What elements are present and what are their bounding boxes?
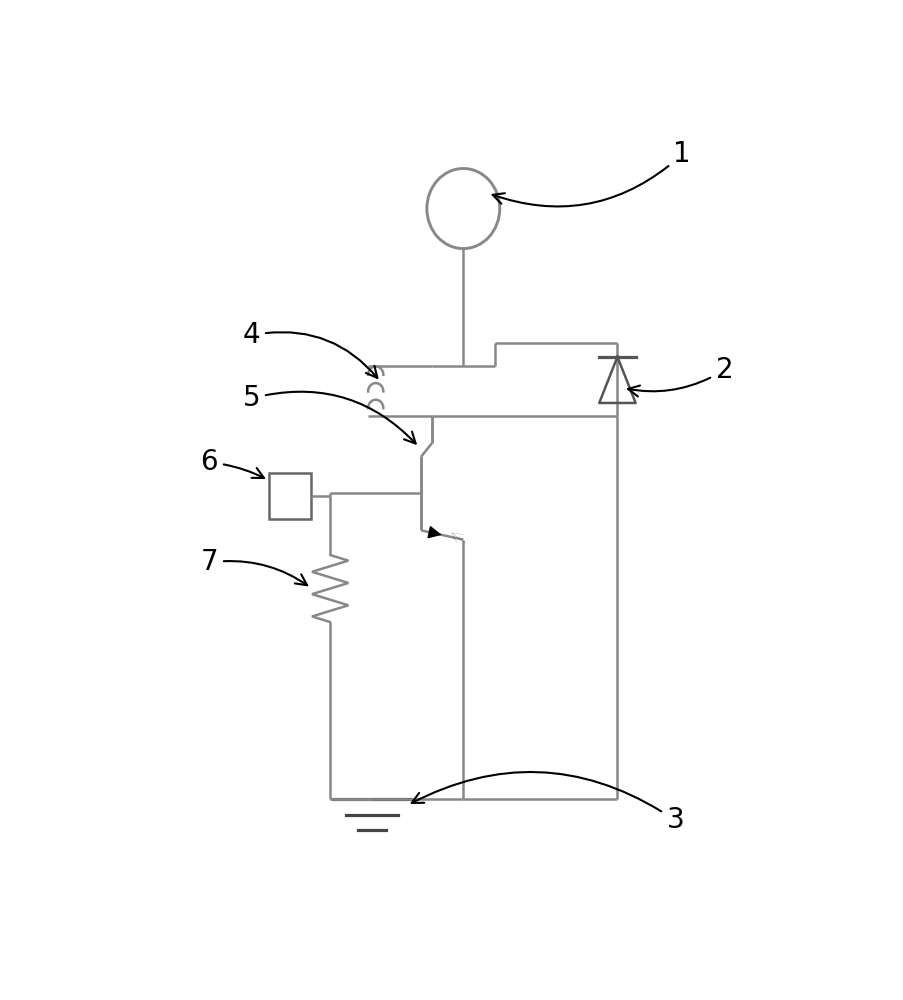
Text: 6: 6 (200, 448, 264, 478)
Bar (268, 473, 311, 519)
Text: 2: 2 (628, 356, 732, 396)
Text: 4: 4 (242, 321, 377, 378)
Text: 3: 3 (412, 772, 684, 834)
Text: 7: 7 (200, 548, 307, 585)
Text: 1: 1 (492, 140, 690, 206)
Text: 5: 5 (242, 384, 415, 444)
